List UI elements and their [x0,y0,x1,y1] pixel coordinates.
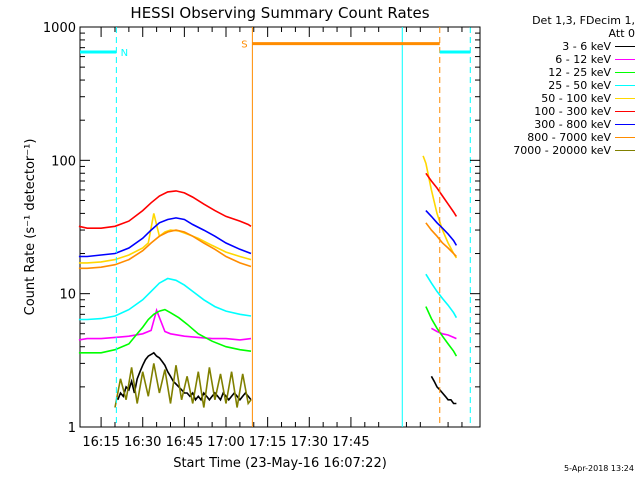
legend-label: 6 - 12 keV [555,53,611,66]
legend-entries: 3 - 6 keV 6 - 12 keV 12 - 25 keV 25 - 50 ke… [480,40,635,157]
legend-entry: 6 - 12 keV [480,53,635,66]
x-ticks: 16:15 16:30 16:45 17:00 17:15 17:30 17:45 [82,27,463,450]
y-tick-label: 1000 [43,21,76,36]
legend-label: 7000 - 20000 keV [513,144,611,157]
legend-entry: 300 - 800 keV [480,118,635,131]
y-tick-label: 100 [51,154,76,169]
y-ticks: 1 10 100 1000 [43,21,480,436]
series-line-1 [430,375,457,405]
series-line-7 [78,217,252,258]
legend-swatch [615,72,635,73]
series-line-8 [78,229,252,270]
legend-label: 12 - 25 keV [548,66,611,79]
series-line-3 [425,306,458,357]
legend-label: 25 - 50 keV [548,79,611,92]
y-axis-label: Count Rate (s⁻¹ detector⁻¹) [23,139,38,316]
legend-entry: 50 - 100 keV [480,92,635,105]
legend-entry: 3 - 6 keV [480,40,635,53]
legend-swatch [615,111,635,112]
series-layer [78,155,458,408]
legend: Det 1,3, FDecim 1, Att 0 3 - 6 keV 6 - 12… [480,14,635,157]
legend-swatch [615,59,635,60]
legend-swatch [615,85,635,86]
y-tick-label: 10 [59,288,76,303]
chart-title: HESSI Observing Summary Count Rates [130,4,429,22]
series-line-3 [78,308,252,354]
mode-flag-label: N [121,48,128,59]
legend-header-line-2: Att 0 [608,27,635,40]
legend-label: 50 - 100 keV [541,92,611,105]
series-line-6 [425,172,458,217]
series-line-7 [425,210,458,246]
plot-frame [79,26,481,428]
series-line-2 [78,307,252,341]
legend-entry: 12 - 25 keV [480,66,635,79]
series-line-8 [425,222,457,258]
series-line-2 [431,327,457,340]
marker-layer: NS [80,27,471,427]
legend-swatch [615,124,635,125]
legend-swatch [615,98,635,99]
legend-swatch [615,150,635,151]
legend-entry: 800 - 7000 keV [480,131,635,144]
x-axis-label: Start Time (23-May-16 16:07:22) [173,456,387,471]
legend-label: 3 - 6 keV [562,40,611,53]
legend-entry: 7000 - 20000 keV [480,144,635,157]
legend-label: 800 - 7000 keV [527,131,611,144]
legend-label: 100 - 300 keV [534,105,611,118]
mode-flag-label: S [241,40,247,51]
x-tick-label: 17:00 [207,435,244,450]
series-line-9 [114,363,252,408]
legend-header-line-1: Det 1,3, FDecim 1, [532,14,635,27]
series-line-6 [78,190,252,229]
x-tick-label: 17:30 [291,435,328,450]
legend-entry: 100 - 300 keV [480,105,635,118]
legend-entry: 25 - 50 keV [480,79,635,92]
x-tick-label: 16:45 [166,435,203,450]
series-line-1 [117,351,252,402]
series-line-4 [425,273,458,319]
legend-swatch [615,46,635,47]
x-tick-label: 16:15 [82,435,119,450]
legend-swatch [615,137,635,138]
legend-label: 300 - 800 keV [534,118,611,131]
series-line-4 [78,277,252,321]
x-tick-label: 16:30 [124,435,161,450]
y-tick-label: 1 [68,421,76,436]
x-tick-label: 17:45 [332,435,369,450]
x-tick-label: 17:15 [249,435,286,450]
footer-date: 5-Apr-2018 13:24 [564,464,634,473]
